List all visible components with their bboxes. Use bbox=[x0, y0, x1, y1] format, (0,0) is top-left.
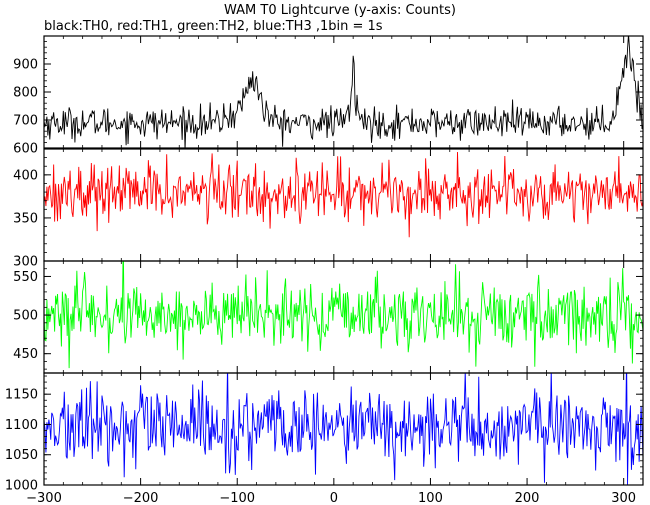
panel-frame bbox=[43, 35, 644, 149]
series-line-th1 bbox=[44, 152, 643, 238]
y-tick-label: 1100 bbox=[5, 418, 38, 433]
x-tick-label: 200 bbox=[515, 491, 540, 505]
y-tick-label: 350 bbox=[13, 211, 38, 226]
y-tick-label: 900 bbox=[13, 58, 38, 73]
y-tick-label: 800 bbox=[13, 86, 38, 101]
chart-title: WAM T0 Lightcurve (y-axis: Counts) bbox=[224, 3, 456, 18]
series-line-th3 bbox=[44, 373, 643, 485]
chart-subtitle: black:TH0, red:TH1, green:TH2, blue:TH3 … bbox=[44, 19, 383, 34]
y-tick-label: 600 bbox=[13, 142, 38, 157]
panel-th1: 300 350 400 bbox=[13, 148, 644, 270]
x-tick-label: 0 bbox=[330, 491, 338, 505]
y-tick-label: 1050 bbox=[5, 448, 38, 463]
panel-frame bbox=[43, 148, 644, 262]
x-tick-label: 100 bbox=[418, 491, 443, 505]
x-tick-label: −300 bbox=[26, 491, 62, 505]
y-tick-label: 450 bbox=[13, 347, 38, 362]
y-tick-label: 300 bbox=[13, 255, 38, 270]
y-tick-label: 1150 bbox=[5, 388, 38, 403]
panel-frame bbox=[43, 372, 644, 486]
y-tick-label: 1000 bbox=[5, 479, 38, 494]
series-line-th0 bbox=[44, 36, 643, 148]
x-tick-label: −200 bbox=[123, 491, 159, 505]
panel-th2: 450 500 550 bbox=[13, 260, 644, 374]
y-tick-label: 550 bbox=[13, 270, 38, 285]
x-tick-label: 300 bbox=[611, 491, 636, 505]
panel-th3: 1000 1050 1100 1150 bbox=[5, 372, 644, 494]
y-tick-label: 500 bbox=[13, 309, 38, 324]
y-tick-label: 400 bbox=[13, 168, 38, 183]
series-line-th2 bbox=[44, 261, 643, 369]
x-tick-label: −100 bbox=[219, 491, 255, 505]
y-tick-label: 700 bbox=[13, 114, 38, 129]
panel-th0: 600 700 800 900 bbox=[13, 35, 644, 157]
x-axis-ticks: −300 −200 −100 0 100 200 300 bbox=[26, 491, 636, 505]
